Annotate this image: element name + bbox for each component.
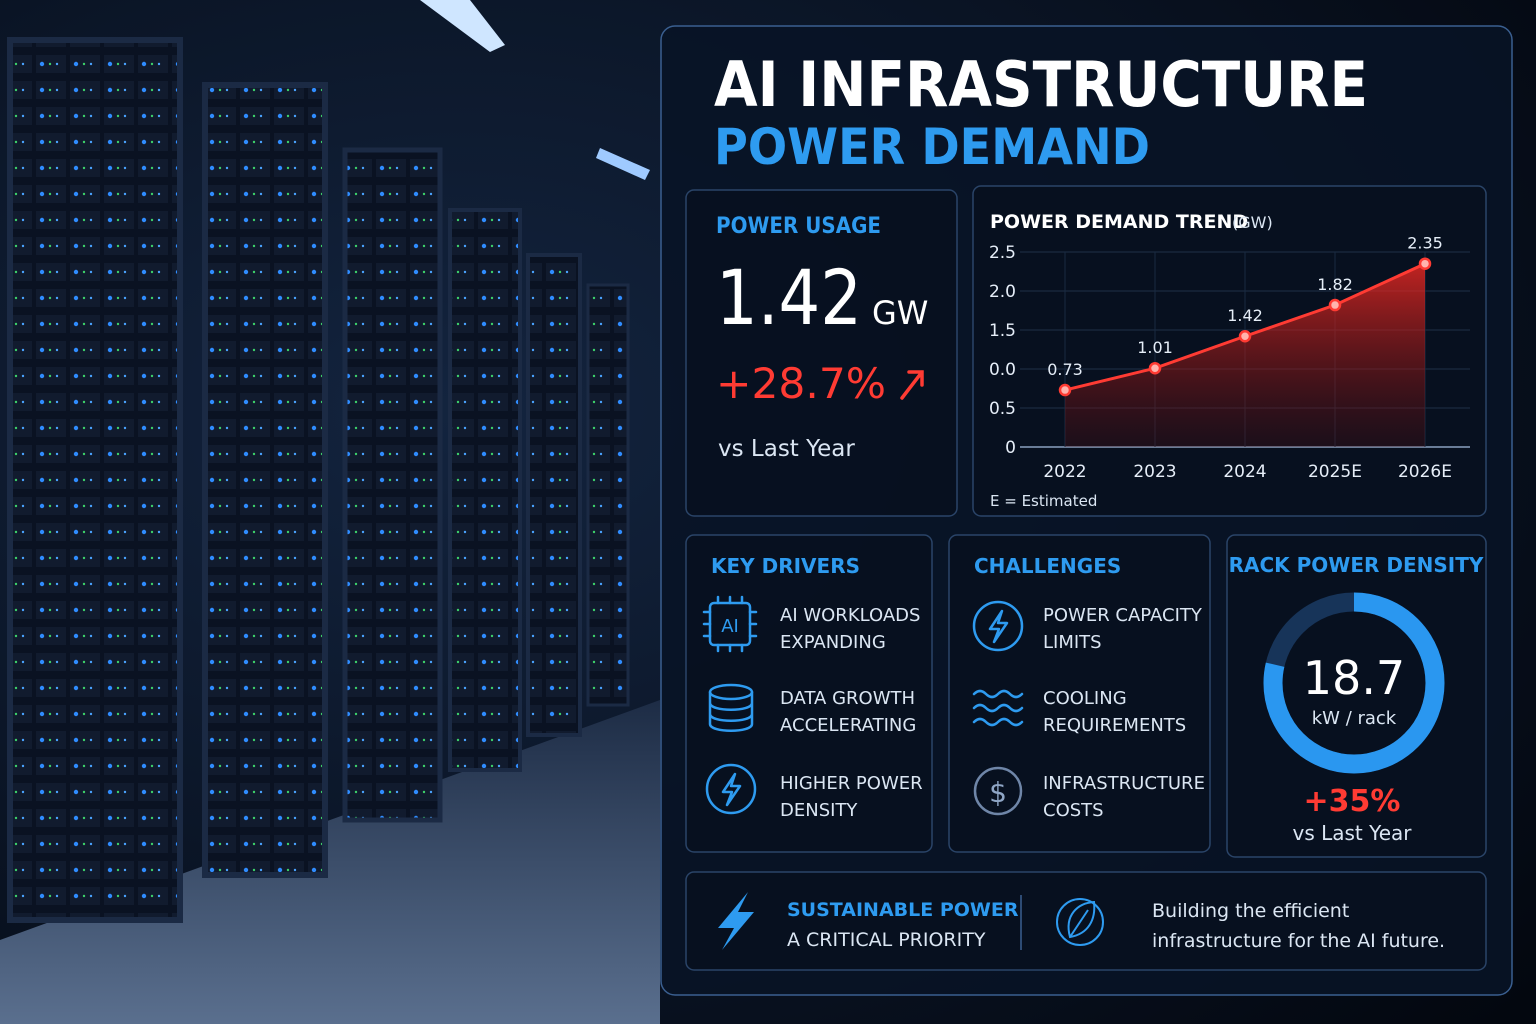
bolt-icon xyxy=(718,892,754,950)
footer-text: Building the efficient xyxy=(1152,900,1349,922)
list-item-text: DENSITY xyxy=(780,800,858,821)
list-item-text: REQUIREMENTS xyxy=(1043,715,1186,736)
power-usage-card xyxy=(685,189,958,517)
card-title: RACK POWER DENSITY xyxy=(1229,553,1484,577)
list-item-text: ACCELERATING xyxy=(780,715,916,736)
bolt-circle-icon xyxy=(972,600,1024,652)
server-racks xyxy=(7,37,630,923)
data-point xyxy=(1148,361,1162,375)
data-label: 0.73 xyxy=(1047,360,1083,379)
rack-comparison: vs Last Year xyxy=(1293,821,1413,845)
data-point xyxy=(1418,257,1432,270)
lists: AI WORKLOADS EXPANDING DATA GROWTH ACCELERA… xyxy=(780,605,1205,821)
x-tick-label: 2023 xyxy=(1133,462,1176,482)
list-item-text: INFRASTRUCTURE xyxy=(1043,773,1205,794)
data-label: 1.42 xyxy=(1227,306,1263,325)
footer-title: SUSTAINABLE POWER xyxy=(787,899,1019,921)
footer-text: infrastructure for the AI future. xyxy=(1152,930,1445,952)
subtitle: POWER DEMAND xyxy=(714,118,1150,176)
y-tick-label: 0.0 xyxy=(989,360,1016,380)
power-change: +28.7% xyxy=(716,359,886,408)
list-item-text: LIMITS xyxy=(1043,632,1102,653)
list-item-text: AI WORKLOADS xyxy=(780,605,920,626)
x-tick-label: 2024 xyxy=(1223,462,1266,482)
list-item-text: EXPANDING xyxy=(780,632,886,653)
y-tick-label: 0.5 xyxy=(989,399,1016,419)
y-tick-label: 0 xyxy=(1005,438,1016,458)
ceiling-lights xyxy=(420,0,650,180)
trend-chart: 0 0.5 0.0 1.5 2.0 2.5 2022 2023 2024 2025E 2026E 0.… xyxy=(989,234,1470,482)
power-comparison: vs Last Year xyxy=(718,436,855,462)
data-point xyxy=(1328,298,1342,312)
list-item-text: COSTS xyxy=(1043,800,1104,821)
data-point xyxy=(1238,329,1252,343)
chart-title: POWER DEMAND TREND xyxy=(990,211,1248,233)
dollar-icon: $ xyxy=(973,766,1023,816)
rack-value: 18.7 xyxy=(1303,651,1405,705)
y-tick-label: 2.5 xyxy=(989,243,1016,263)
title: AI INFRASTRUCTURE xyxy=(714,48,1368,121)
rack-density-card xyxy=(1226,534,1487,858)
leaf-icon xyxy=(1056,898,1104,946)
footer-subtitle: A CRITICAL PRIORITY xyxy=(787,929,986,951)
chip-text: AI xyxy=(721,616,739,637)
chart-unit: (GW) xyxy=(1232,213,1273,232)
floor xyxy=(0,700,660,1024)
data-label: 2.35 xyxy=(1407,234,1443,253)
data-point xyxy=(1058,383,1072,397)
x-tick-label: 2022 xyxy=(1043,462,1086,482)
rack-unit: kW / rack xyxy=(1312,708,1397,729)
list-item-text: DATA GROWTH xyxy=(780,688,915,709)
x-tick-label: 2026E xyxy=(1398,462,1452,482)
gauge-arc xyxy=(1263,592,1445,774)
y-tick-label: 1.5 xyxy=(989,321,1016,341)
chart-note: E = Estimated xyxy=(990,492,1097,510)
up-arrow xyxy=(900,370,924,400)
database-icon xyxy=(708,683,754,732)
list-item-text: HIGHER POWER xyxy=(780,773,923,794)
y-tick-label: 2.0 xyxy=(989,282,1016,302)
waves-icon xyxy=(972,689,1024,727)
rack-change: +35% xyxy=(1304,784,1401,819)
card-title: CHALLENGES xyxy=(974,554,1121,578)
power-value: 1.42 xyxy=(716,253,862,342)
card-title: KEY DRIVERS xyxy=(711,554,860,578)
chip-icon: AI xyxy=(702,595,758,653)
footer-card xyxy=(685,871,1487,971)
power-unit: GW xyxy=(872,294,928,332)
svg-text:$: $ xyxy=(989,776,1007,809)
list-item-text: POWER CAPACITY xyxy=(1043,605,1203,626)
list-item-text: COOLING xyxy=(1043,688,1127,709)
bolt-circle-icon xyxy=(705,763,757,815)
challenges-card xyxy=(948,534,1211,853)
card-label: POWER USAGE xyxy=(716,214,881,239)
x-tick-label: 2025E xyxy=(1308,462,1362,482)
data-label: 1.01 xyxy=(1137,338,1173,357)
data-label: 1.82 xyxy=(1317,275,1353,294)
